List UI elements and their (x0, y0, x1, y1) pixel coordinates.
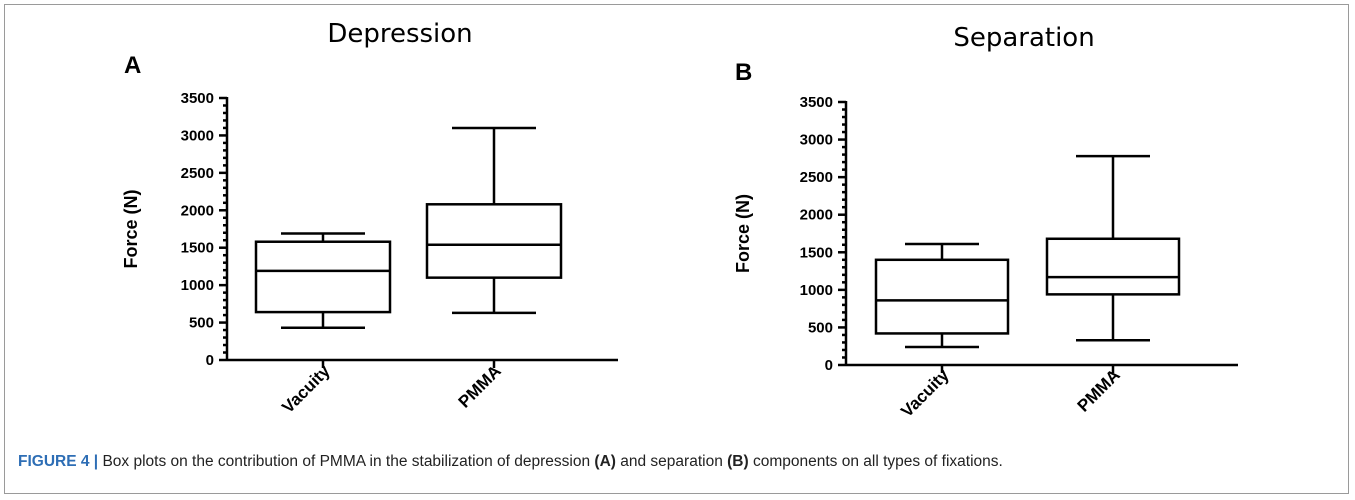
panel-b: Separation B 0 500 1000 1500 2000 2500 3000 3500 F… (733, 23, 1238, 421)
panel-b-y-tick-label: 2500 (800, 169, 833, 186)
iqr-box (874, 258, 1010, 335)
panel-a-y-tick-label: 2000 (181, 202, 214, 219)
figure-label: FIGURE 4 | (18, 453, 99, 470)
panel-a-y-tick-label: 2500 (181, 165, 214, 182)
panel-a-y-tick-label: 3500 (181, 90, 214, 107)
panel-a-y-tick-label: 0 (206, 352, 214, 369)
panel-a-box-pmma (425, 126, 563, 315)
caption-text-2: and separation (615, 453, 728, 470)
panel-b-letter: B (735, 59, 752, 86)
panel-a-category-label: PMMA (455, 361, 505, 411)
panel-b-y-tick-label: 500 (808, 319, 833, 336)
panel-a-y-axis-label: Force (N) (121, 189, 141, 268)
panel-b-title: Separation (953, 23, 1094, 53)
panel-a: Depression A 0 500 1000 1500 2000 2500 3000 3500 F… (121, 19, 618, 417)
panel-a-category-label: Vacuity (278, 361, 334, 417)
caption-ref-a: (A) (594, 453, 616, 470)
panel-a-y-tick-label: 3000 (181, 127, 214, 144)
panel-a-title: Depression (327, 19, 472, 49)
iqr-box (425, 203, 563, 279)
panel-a-y-tick-label: 500 (189, 315, 214, 332)
panel-b-y-tick-label: 3500 (800, 94, 833, 111)
panel-b-box-vacuity (874, 242, 1010, 349)
iqr-box (254, 240, 392, 314)
caption-text-1: Box plots on the contribution of PMMA in… (98, 453, 595, 470)
panel-a-y-tick-label: 1000 (181, 277, 214, 294)
panel-b-category-label: PMMA (1074, 365, 1124, 415)
panel-b-y-tick-label: 2000 (800, 207, 833, 224)
panel-b-y-tick-label: 3000 (800, 132, 833, 149)
panel-b-y-tick-label: 1000 (800, 282, 833, 299)
caption-text-3: components on all types of fixations. (748, 453, 1003, 470)
panel-b-y-tick-label: 0 (825, 357, 833, 374)
iqr-box (1045, 237, 1181, 296)
panel-b-category-label: Vacuity (897, 365, 953, 421)
caption-ref-b: (B) (727, 453, 749, 470)
figure-caption: FIGURE 4 | Box plots on the contribution… (18, 453, 1338, 471)
panel-a-box-vacuity (254, 232, 392, 330)
panel-b-y-axis-label: Force (N) (733, 194, 753, 273)
panel-b-box-pmma (1045, 154, 1181, 342)
panel-b-y-tick-label: 1500 (800, 244, 833, 261)
panel-a-letter: A (124, 52, 141, 79)
panel-a-y-tick-label: 1500 (181, 240, 214, 257)
